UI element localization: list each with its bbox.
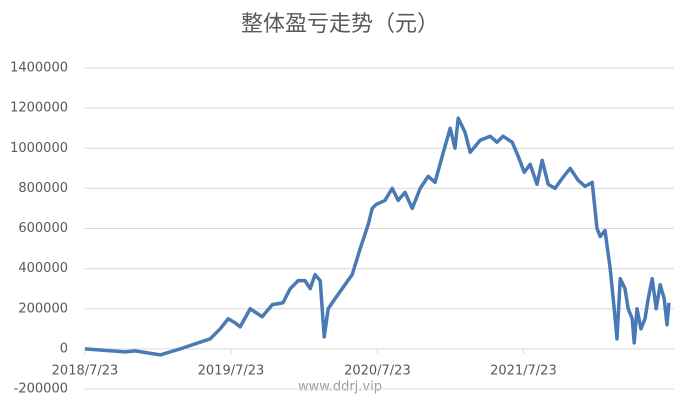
chart-title: 整体盈亏走势（元） — [241, 12, 439, 37]
data-line — [84, 116, 671, 357]
y-tick-label: 600000 — [18, 221, 68, 236]
y-tick-label: 800000 — [18, 181, 68, 196]
x-tick-label: 2019/7/23 — [198, 363, 265, 378]
y-tick-label: -200000 — [14, 382, 68, 397]
x-tick-label: 2021/7/23 — [490, 363, 557, 378]
x-tick-label: 2018/7/23 — [52, 363, 119, 378]
y-tick-label: 200000 — [18, 301, 68, 316]
y-tick-label: 400000 — [18, 261, 68, 276]
y-tick-label: 1400000 — [10, 61, 68, 76]
x-tick-label: 2020/7/23 — [344, 363, 411, 378]
y-tick-label: 1000000 — [10, 141, 68, 156]
y-tick-label: 1200000 — [10, 101, 68, 116]
watermark: www.ddrj.vip — [298, 380, 382, 395]
y-tick-label: 0 — [60, 341, 68, 356]
